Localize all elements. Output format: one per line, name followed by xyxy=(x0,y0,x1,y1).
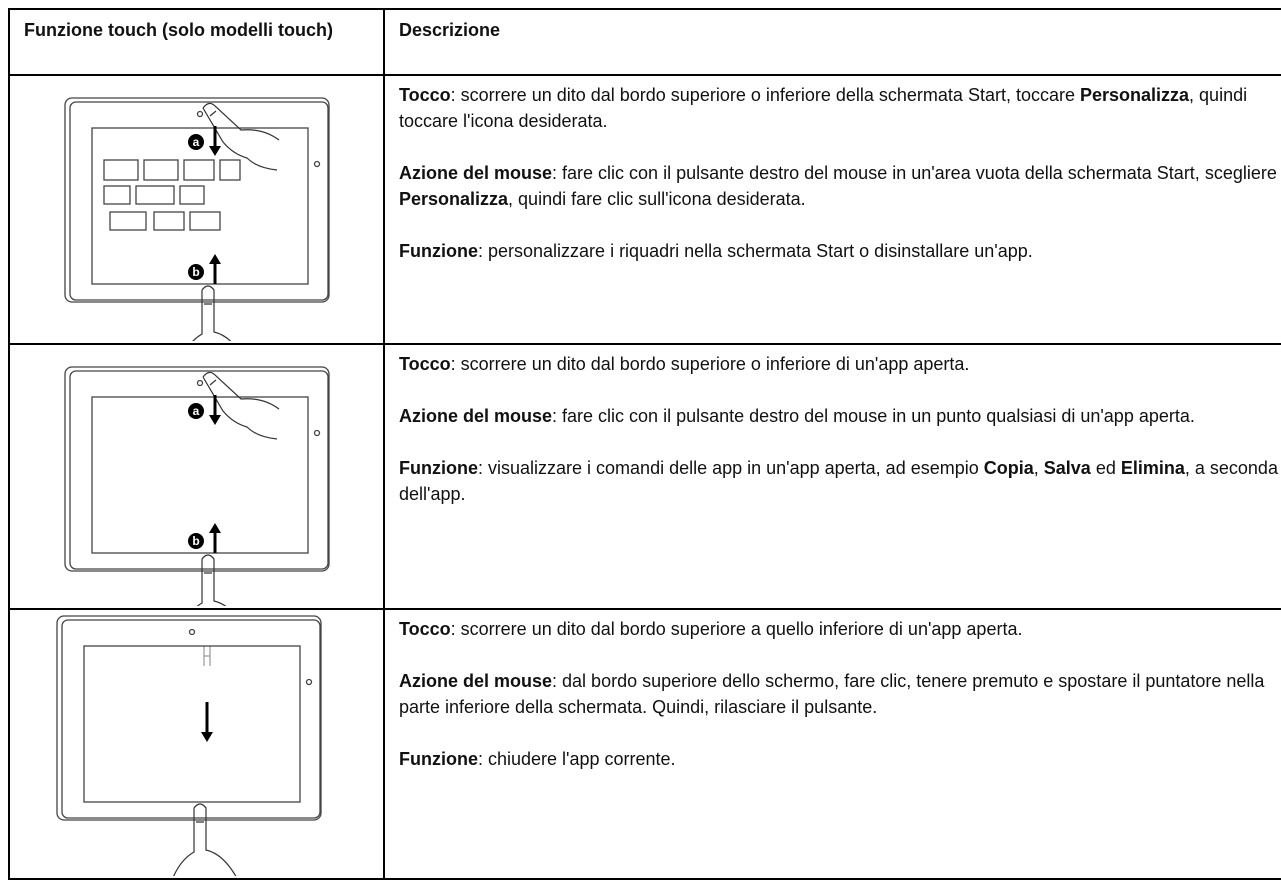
header-row: Funzione touch (solo modelli touch) Desc… xyxy=(8,8,1281,76)
finger xyxy=(179,554,247,606)
bold-text: Azione del mouse xyxy=(399,406,553,426)
bold-text: Funzione xyxy=(399,458,478,478)
text: : chiudere l'app corrente. xyxy=(478,749,676,769)
marker xyxy=(188,403,204,419)
bold-text: Salva xyxy=(1043,458,1091,478)
row: a b Tocco: scorrere un dito dal bordo su… xyxy=(8,74,1281,345)
arrow xyxy=(207,252,223,286)
text: : scorrere un dito dal bordo superiore o… xyxy=(450,85,1080,105)
bold-text: Tocco xyxy=(399,354,451,374)
paragraph: Tocco: scorrere un dito dal bordo superi… xyxy=(399,82,1281,134)
bold-text: Azione del mouse xyxy=(399,163,553,183)
paragraph: Azione del mouse: fare clic con il pulsa… xyxy=(399,160,1281,212)
illustration-cell: a b xyxy=(8,74,385,345)
header-cell: Descrizione xyxy=(383,8,1281,76)
text: : scorrere un dito dal bordo superiore o… xyxy=(450,354,970,374)
bold-text: Copia xyxy=(983,458,1034,478)
text: : dal bordo superiore dello schermo, far… xyxy=(399,671,1265,717)
marker xyxy=(188,134,204,150)
text: : scorrere un dito dal bordo superiore a… xyxy=(450,619,1023,639)
header-cell: Funzione touch (solo modelli touch) xyxy=(8,8,385,76)
text: , a seconda dell'app. xyxy=(399,458,1278,504)
text: : visualizzare i comandi delle app in un… xyxy=(478,458,984,478)
row: a b Tocco: scorrere un dito dal bordo su… xyxy=(8,343,1281,610)
illustration-cell: a b xyxy=(8,343,385,610)
bold-text: Personalizza xyxy=(1080,85,1190,105)
description-cell: Tocco: scorrere un dito dal bordo superi… xyxy=(383,343,1281,610)
arrow xyxy=(207,521,223,555)
bold-text: Funzione xyxy=(399,749,478,769)
illustration: a b xyxy=(64,97,330,341)
text: , quindi fare clic sull'icona desiderata… xyxy=(508,189,806,209)
text: : fare clic con il pulsante destro del m… xyxy=(552,406,1195,426)
paragraph: Funzione: chiudere l'app corrente. xyxy=(399,746,1281,772)
arrow xyxy=(207,124,223,158)
description-cell: Tocco: scorrere un dito dal bordo superi… xyxy=(383,608,1281,880)
marker-label: b xyxy=(192,265,199,279)
tablet-group xyxy=(56,615,322,876)
arrow xyxy=(207,393,223,427)
text: , quindi toccare l'icona desiderata. xyxy=(399,85,1248,131)
bold-text: Funzione xyxy=(399,241,478,261)
bold-text: Azione del mouse xyxy=(399,671,553,691)
marker-label: b xyxy=(192,534,199,548)
description-cell: Tocco: scorrere un dito dal bordo superi… xyxy=(383,74,1281,345)
paragraph: Tocco: scorrere un dito dal bordo superi… xyxy=(399,616,1281,642)
marker xyxy=(188,533,204,549)
illustration-cell xyxy=(8,608,385,880)
bold-text: Tocco xyxy=(399,85,451,105)
bold-text: Elimina xyxy=(1120,458,1185,478)
bold-text: Tocco xyxy=(399,619,451,639)
paragraph: Tocco: scorrere un dito dal bordo superi… xyxy=(399,351,1281,377)
finger xyxy=(171,803,239,876)
touch-table: Funzione touch (solo modelli touch) Desc… xyxy=(8,8,1281,880)
paragraph: Azione del mouse: dal bordo superiore de… xyxy=(399,668,1281,720)
row: Tocco: scorrere un dito dal bordo superi… xyxy=(8,608,1281,880)
tiles xyxy=(103,159,241,231)
illustration xyxy=(56,615,322,876)
tablet xyxy=(56,615,322,821)
text: : personalizzare i riquadri nella scherm… xyxy=(478,241,1033,261)
illustration: a b xyxy=(64,366,330,606)
marker xyxy=(188,264,204,280)
marker-label: a xyxy=(193,404,200,418)
text: , xyxy=(1033,458,1044,478)
finger xyxy=(179,285,247,341)
paragraph: Funzione: visualizzare i comandi delle a… xyxy=(399,455,1281,507)
paragraph: Azione del mouse: fare clic con il pulsa… xyxy=(399,403,1281,429)
paragraph: Funzione: personalizzare i riquadri nell… xyxy=(399,238,1281,264)
bold-text: Personalizza xyxy=(399,189,509,209)
text: ed xyxy=(1090,458,1121,478)
ghost-finger xyxy=(203,646,211,666)
arrow-head xyxy=(201,732,213,742)
marker-label: a xyxy=(193,135,200,149)
text: : fare clic con il pulsante destro del m… xyxy=(552,163,1277,183)
